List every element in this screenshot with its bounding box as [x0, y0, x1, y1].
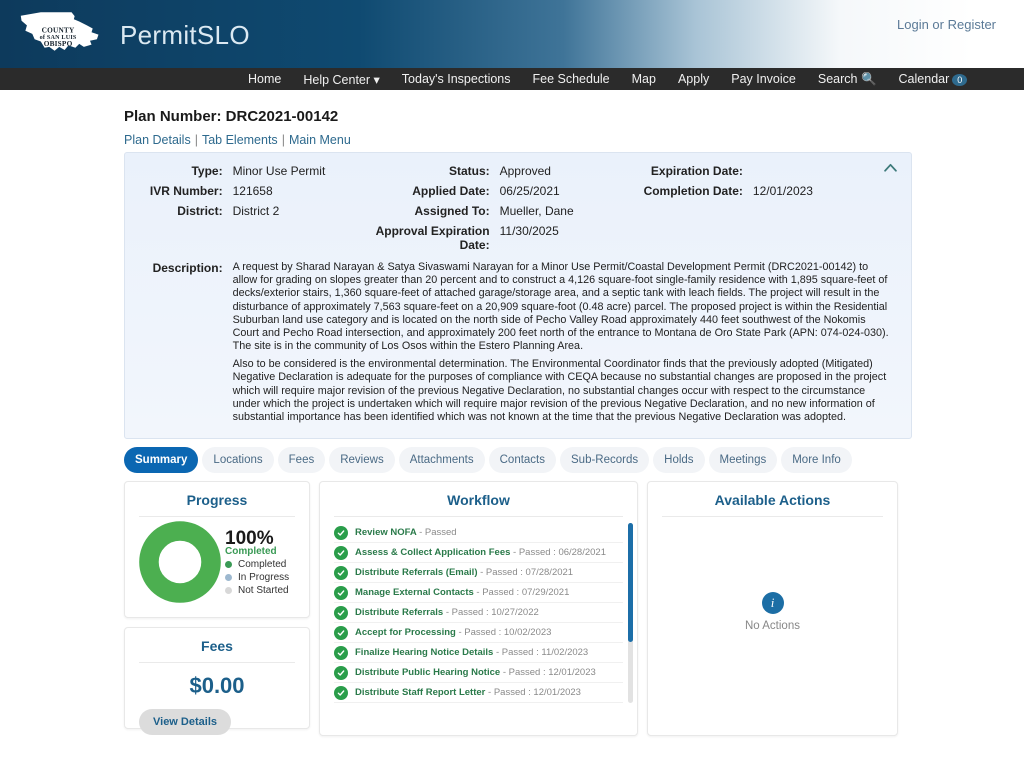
- svg-text:OBISPO: OBISPO: [44, 39, 73, 48]
- svg-text:COUNTY: COUNTY: [42, 25, 75, 34]
